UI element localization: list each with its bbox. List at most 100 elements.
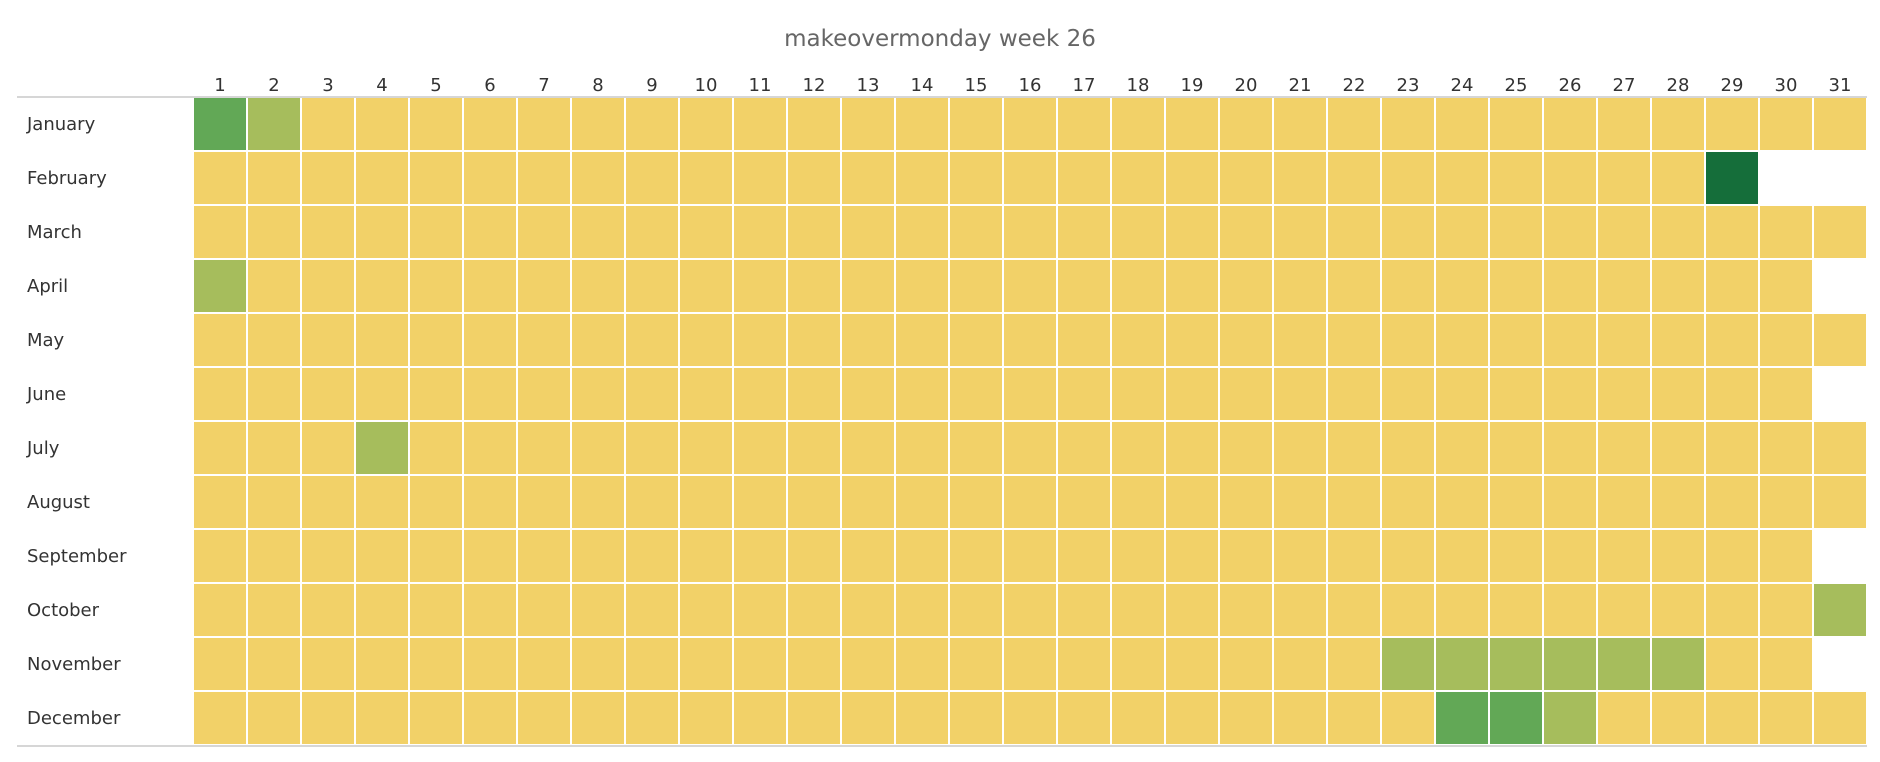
cell-november-1: [192, 636, 248, 692]
cell-january-1: [192, 96, 248, 152]
x-axis-labels: 1 2 3 4 5 6 7 8 9 10 11 12 13 14 15 16 17 18 19 20 21 22 23 24 2…: [214, 75, 1851, 96]
cell-november-29: [1704, 636, 1760, 692]
cell-november-4: [354, 636, 410, 692]
cell-november-8: [570, 636, 626, 692]
cell-march-4: [354, 204, 410, 260]
cell-june-20: [1218, 366, 1274, 422]
cell-december-4: [354, 690, 410, 746]
x-tick-label-22: 22: [1343, 75, 1366, 96]
cell-february-4: [354, 150, 410, 206]
cell-november-25: [1488, 636, 1544, 692]
cell-april-13: [840, 258, 896, 314]
cell-february-26: [1542, 150, 1598, 206]
x-tick-label-31: 31: [1829, 75, 1852, 96]
cell-february-3: [300, 150, 356, 206]
cell-september-28: [1650, 528, 1706, 584]
cell-july-18: [1110, 420, 1166, 476]
cell-november-19: [1164, 636, 1220, 692]
cell-january-19: [1164, 96, 1220, 152]
cell-february-18: [1110, 150, 1166, 206]
cell-june-21: [1272, 366, 1328, 422]
cell-august-1: [192, 474, 248, 530]
cell-january-30: [1758, 96, 1814, 152]
cell-october-19: [1164, 582, 1220, 638]
cell-december-24: [1434, 690, 1490, 746]
cell-september-10: [678, 528, 734, 584]
cell-march-6: [462, 204, 518, 260]
cell-july-24: [1434, 420, 1490, 476]
cell-may-2: [246, 312, 302, 368]
cell-october-2: [246, 582, 302, 638]
cell-march-22: [1326, 204, 1382, 260]
cell-june-23: [1380, 366, 1436, 422]
x-tick-label-2: 2: [268, 75, 279, 96]
cell-august-20: [1218, 474, 1274, 530]
cell-june-29: [1704, 366, 1760, 422]
cell-april-17: [1056, 258, 1112, 314]
cell-october-3: [300, 582, 356, 638]
cell-september-24: [1434, 528, 1490, 584]
x-tick-label-19: 19: [1181, 75, 1204, 96]
cell-september-29: [1704, 528, 1760, 584]
cell-april-21: [1272, 258, 1328, 314]
cell-september-2: [246, 528, 302, 584]
x-tick-label-3: 3: [322, 75, 333, 96]
cell-april-6: [462, 258, 518, 314]
cell-april-22: [1326, 258, 1382, 314]
cell-july-19: [1164, 420, 1220, 476]
cell-october-25: [1488, 582, 1544, 638]
cell-november-10: [678, 636, 734, 692]
cell-may-23: [1380, 312, 1436, 368]
cell-november-22: [1326, 636, 1382, 692]
cell-november-26: [1542, 636, 1598, 692]
cell-january-5: [408, 96, 464, 152]
cell-january-24: [1434, 96, 1490, 152]
x-tick-label-27: 27: [1613, 75, 1636, 96]
chart-title: makeovermonday week 26: [784, 26, 1096, 52]
cell-may-8: [570, 312, 626, 368]
cell-july-25: [1488, 420, 1544, 476]
cell-july-14: [894, 420, 950, 476]
cell-october-26: [1542, 582, 1598, 638]
cell-january-11: [732, 96, 788, 152]
cell-july-2: [246, 420, 302, 476]
cell-july-12: [786, 420, 842, 476]
cell-december-19: [1164, 690, 1220, 746]
cell-march-29: [1704, 204, 1760, 260]
cell-january-2: [246, 96, 302, 152]
cell-april-12: [786, 258, 842, 314]
cell-may-1: [192, 312, 248, 368]
cell-august-27: [1596, 474, 1652, 530]
y-tick-label-october: October: [27, 600, 100, 621]
cell-september-20: [1218, 528, 1274, 584]
cell-july-27: [1596, 420, 1652, 476]
cell-january-17: [1056, 96, 1112, 152]
cell-march-13: [840, 204, 896, 260]
cell-march-30: [1758, 204, 1814, 260]
cell-may-13: [840, 312, 896, 368]
cell-october-23: [1380, 582, 1436, 638]
cell-july-17: [1056, 420, 1112, 476]
cell-june-30: [1758, 366, 1814, 422]
cell-january-6: [462, 96, 518, 152]
cell-july-13: [840, 420, 896, 476]
cell-july-22: [1326, 420, 1382, 476]
cell-december-17: [1056, 690, 1112, 746]
cell-august-4: [354, 474, 410, 530]
cell-june-7: [516, 366, 572, 422]
cell-june-8: [570, 366, 626, 422]
cell-february-2: [246, 150, 302, 206]
cell-april-25: [1488, 258, 1544, 314]
cell-august-31: [1812, 474, 1868, 530]
cell-february-27: [1596, 150, 1652, 206]
cell-january-18: [1110, 96, 1166, 152]
cell-february-19: [1164, 150, 1220, 206]
y-tick-label-december: December: [27, 708, 121, 729]
cell-november-24: [1434, 636, 1490, 692]
cell-june-27: [1596, 366, 1652, 422]
cell-march-9: [624, 204, 680, 260]
cell-january-10: [678, 96, 734, 152]
cell-january-29: [1704, 96, 1760, 152]
cell-february-8: [570, 150, 626, 206]
x-tick-label-13: 13: [857, 75, 880, 96]
